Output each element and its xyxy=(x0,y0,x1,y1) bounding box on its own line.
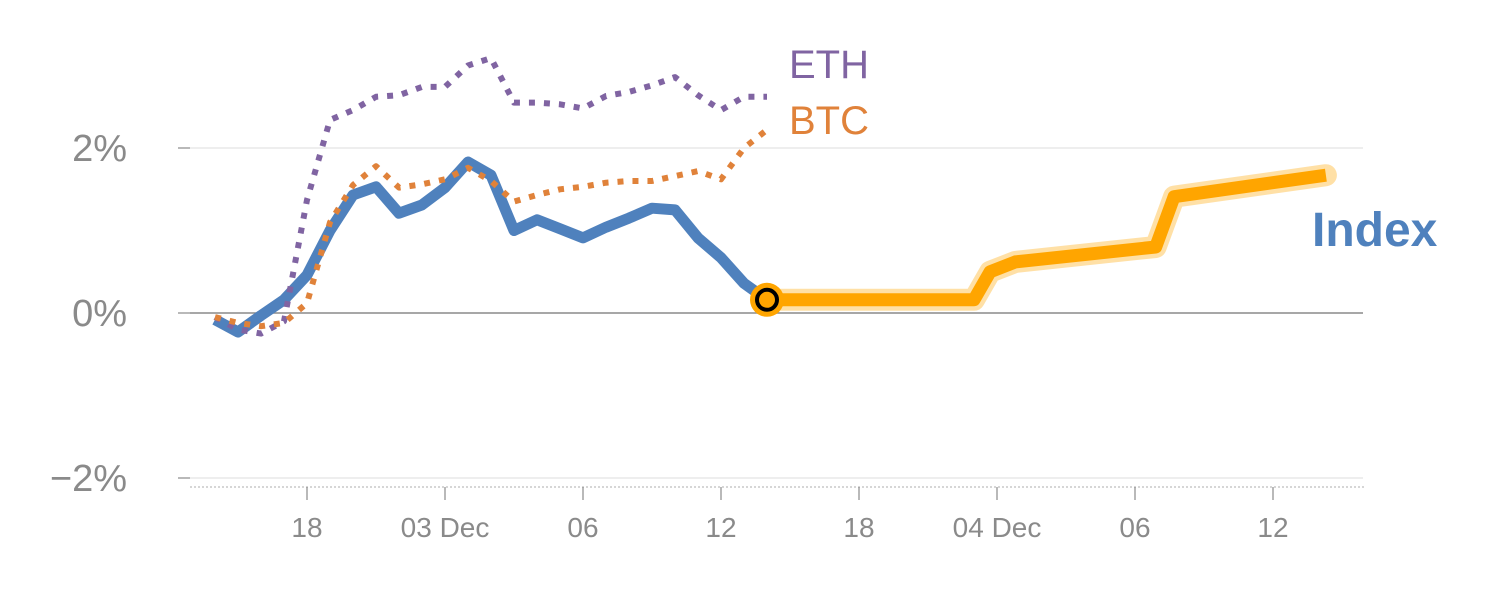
x-tick-label: 06 xyxy=(567,512,598,543)
x-axis: 18 03 Dec 06 12 18 04 Dec 06 12 xyxy=(291,487,1289,543)
y-axis: 2% 0% −2% xyxy=(50,128,190,500)
y-tick-label: 0% xyxy=(72,293,127,335)
legend-label-index: Index xyxy=(1312,204,1438,257)
x-tick-label: 18 xyxy=(291,512,322,543)
x-tick-label: 18 xyxy=(843,512,874,543)
x-tick-label: 12 xyxy=(1257,512,1288,543)
eth-line xyxy=(213,55,767,337)
index-line xyxy=(212,156,771,338)
legend-label-btc: BTC xyxy=(789,99,869,143)
index-forecast-line xyxy=(767,168,1327,307)
y-tick-label: −2% xyxy=(50,458,127,500)
x-tick-label: 12 xyxy=(705,512,736,543)
current-point-marker xyxy=(755,287,779,312)
series-labels: ETH BTC Index xyxy=(789,43,1438,257)
x-tick-label: 04 Dec xyxy=(953,512,1042,543)
x-tick-label: 03 Dec xyxy=(401,512,490,543)
y-tick-label: 2% xyxy=(72,128,127,170)
series-lines xyxy=(212,55,1337,338)
index-forecast-halo xyxy=(756,164,1337,311)
legend-label-eth: ETH xyxy=(789,43,869,87)
x-tick-label: 06 xyxy=(1119,512,1150,543)
